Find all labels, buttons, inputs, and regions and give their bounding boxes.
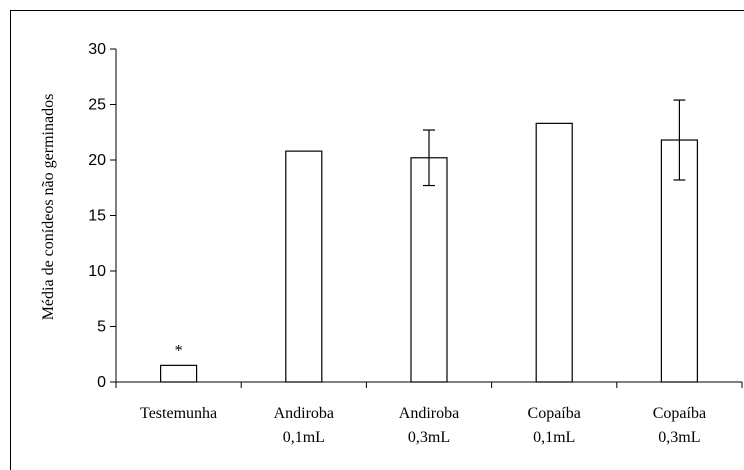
bar — [660, 139, 699, 383]
y-axis-title: Média de conídeos não germinados — [40, 94, 57, 321]
x-tick-label: Testemunha — [140, 405, 217, 422]
x-tick-label: Copaíba — [528, 405, 581, 422]
y-tick-label: 10 — [88, 263, 106, 280]
bar — [285, 150, 323, 383]
y-tick-label: 30 — [88, 41, 106, 58]
bar — [160, 364, 198, 383]
bar — [535, 122, 573, 383]
y-tick-label: 0 — [97, 374, 106, 391]
x-tick-label: Andiroba — [274, 405, 334, 422]
error-bar — [673, 99, 686, 181]
chart-frame — [10, 10, 744, 470]
x-tick-label: 0,3mL — [658, 429, 700, 446]
y-tick-label: 15 — [88, 208, 106, 225]
chart-labels: 0 5 10 15 20 25 30 Testemunha Andiroba 0,1mL Andir… — [88, 41, 706, 446]
bar — [410, 157, 448, 383]
significance-annotation: * — [175, 342, 183, 359]
y-tick-label: 25 — [88, 97, 106, 114]
y-tick-label: 5 — [97, 319, 106, 336]
x-tick-label: 0,1mL — [283, 429, 325, 446]
chart-bars — [160, 99, 699, 383]
error-bar — [423, 129, 435, 187]
x-tick-label: Copaíba — [653, 405, 706, 422]
x-tick-label: 0,1mL — [533, 429, 575, 446]
x-tick-label: Andiroba — [399, 405, 459, 422]
y-tick-label: 20 — [88, 152, 106, 169]
x-tick-label: 0,3mL — [408, 429, 450, 446]
